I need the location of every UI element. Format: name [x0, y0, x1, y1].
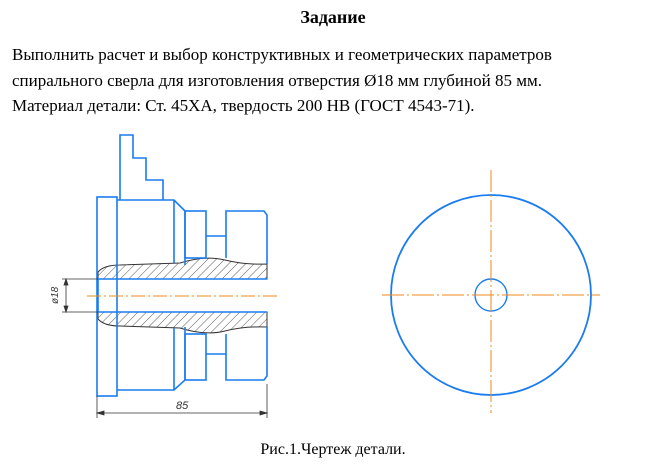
hatched-wall-top [97, 257, 268, 280]
hatched-wall-bottom [97, 311, 268, 334]
task-line: Выполнить расчет и выбор конструктивных … [12, 45, 552, 64]
neck [206, 235, 226, 355]
length-label: 85 [176, 400, 189, 412]
segment-bottom [184, 333, 207, 381]
end-view [382, 170, 600, 413]
task-line: спирального сверла для изготовления отве… [12, 70, 542, 90]
task-line: Материал детали: Ст. 45ХА, твердость 200… [12, 96, 475, 115]
section-view [96, 134, 268, 397]
body-top [117, 199, 186, 265]
body-bottom [117, 327, 186, 391]
diameter-dimension [62, 277, 98, 314]
diameter-label: ø18 [50, 286, 61, 304]
end-bottom [225, 327, 268, 381]
segment-top [184, 210, 207, 259]
length-dimension [95, 384, 269, 418]
page-title: Задание [300, 7, 366, 27]
chuck-jaw [119, 134, 164, 200]
end-top [225, 210, 268, 264]
figure-caption: Рис.1.Чертеж детали. [260, 441, 406, 458]
task-text: Выполнить расчет и выбор конструктивных … [12, 42, 662, 119]
